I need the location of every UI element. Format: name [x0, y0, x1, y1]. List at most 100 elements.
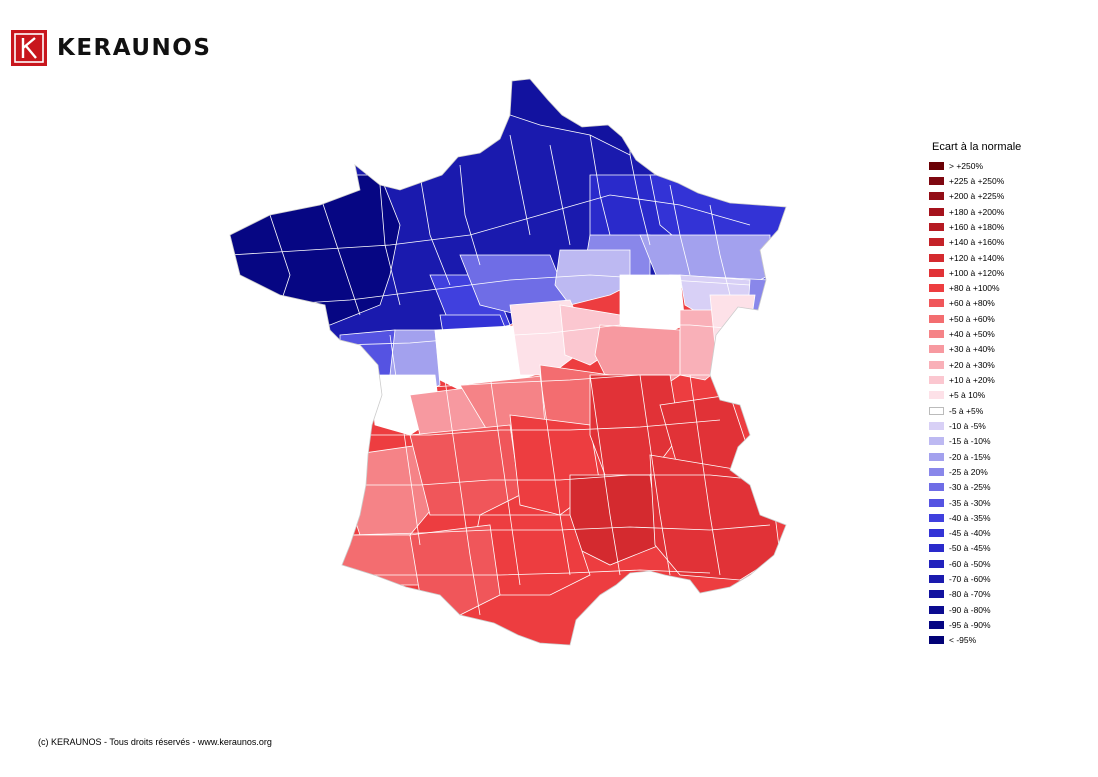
legend-swatch [929, 421, 944, 430]
legend-label: +180 à +200% [949, 206, 1005, 217]
keraunos-logo-icon [11, 30, 47, 66]
legend-label: -35 à -30% [949, 497, 991, 508]
legend-item: +160 à +180% [929, 219, 1021, 234]
legend-label: +60 à +80% [949, 298, 995, 309]
map-legend: Ecart à la normale > +250% +225 à +250% +2… [929, 141, 1021, 648]
legend-item: -30 à -25% [929, 480, 1021, 495]
legend-swatch [929, 192, 944, 201]
legend-label: -15 à -10% [949, 436, 991, 447]
legend-label: -10 à -5% [949, 420, 986, 431]
legend-item: -15 à -10% [929, 434, 1021, 449]
legend-label: -40 à -35% [949, 512, 991, 523]
legend-label: -5 à +5% [949, 405, 984, 416]
legend-item: -45 à -40% [929, 526, 1021, 541]
legend-swatch [929, 575, 944, 584]
legend-swatch [929, 452, 944, 461]
legend-label: +80 à +100% [949, 283, 1000, 294]
legend-swatch [929, 345, 944, 354]
legend-item: -80 à -70% [929, 587, 1021, 602]
legend-item: +100 à +120% [929, 265, 1021, 280]
legend-label: +50 à +60% [949, 313, 995, 324]
legend-item: +120 à +140% [929, 250, 1021, 265]
legend-swatch [929, 636, 944, 645]
legend-item: +50 à +60% [929, 311, 1021, 326]
legend-label: +40 à +50% [949, 329, 995, 340]
legend-swatch [929, 605, 944, 614]
legend-item: +40 à +50% [929, 326, 1021, 341]
legend-swatch [929, 529, 944, 538]
legend-label: +200 à +225% [949, 191, 1005, 202]
legend-label: +5 à 10% [949, 390, 986, 401]
legend-label: -20 à -15% [949, 451, 991, 462]
legend-item: +20 à +30% [929, 357, 1021, 372]
legend-label: -95 à -90% [949, 620, 991, 631]
legend-label: -45 à -40% [949, 528, 991, 539]
legend-item: -20 à -15% [929, 449, 1021, 464]
legend-swatch [929, 268, 944, 277]
legend-swatch [929, 559, 944, 568]
legend-swatch [929, 284, 944, 293]
legend-label: +100 à +120% [949, 267, 1005, 278]
legend-item: +30 à +40% [929, 342, 1021, 357]
legend-item: -50 à -45% [929, 541, 1021, 556]
legend-item: +5 à 10% [929, 388, 1021, 403]
legend-item: +225 à +250% [929, 173, 1021, 188]
legend-swatch [929, 513, 944, 522]
legend-label: < -95% [949, 635, 977, 646]
legend-item: -70 à -60% [929, 571, 1021, 586]
legend-item: +180 à +200% [929, 204, 1021, 219]
legend-item: -95 à -90% [929, 617, 1021, 632]
legend-swatch [929, 544, 944, 553]
legend-label: +20 à +30% [949, 359, 995, 370]
legend-swatch [929, 483, 944, 492]
france-anomaly-map [229, 78, 787, 646]
legend-swatch [929, 330, 944, 339]
legend-swatch [929, 360, 944, 369]
legend-swatch [929, 467, 944, 476]
legend-swatch [929, 406, 944, 415]
legend-swatch [929, 437, 944, 446]
legend-item: -5 à +5% [929, 403, 1021, 418]
legend-title: Ecart à la normale [932, 141, 1022, 153]
legend-item: -40 à -35% [929, 510, 1021, 525]
legend-item: < -95% [929, 633, 1021, 648]
legend-label: +10 à +20% [949, 375, 995, 386]
legend-label: -80 à -70% [949, 589, 991, 600]
legend-list: > +250% +225 à +250% +200 à +225% +180 à +2… [929, 158, 1021, 648]
brand-logo: KERAUNOS [11, 30, 211, 66]
legend-item: -90 à -80% [929, 602, 1021, 617]
legend-swatch [929, 376, 944, 385]
legend-item: > +250% [929, 158, 1021, 173]
legend-swatch [929, 391, 944, 400]
legend-label: +120 à +140% [949, 252, 1005, 263]
legend-item: +60 à +80% [929, 296, 1021, 311]
legend-item: -60 à -50% [929, 556, 1021, 571]
legend-swatch [929, 176, 944, 185]
legend-item: -25 à 20% [929, 464, 1021, 479]
legend-label: -25 à 20% [949, 466, 988, 477]
legend-item: -10 à -5% [929, 418, 1021, 433]
legend-label: +140 à +160% [949, 237, 1005, 248]
legend-swatch [929, 253, 944, 262]
legend-label: +225 à +250% [949, 175, 1005, 186]
legend-item: +200 à +225% [929, 189, 1021, 204]
legend-label: +30 à +40% [949, 344, 995, 355]
legend-label: -60 à -50% [949, 558, 991, 569]
legend-swatch [929, 621, 944, 630]
legend-label: +160 à +180% [949, 221, 1005, 232]
legend-item: +140 à +160% [929, 235, 1021, 250]
legend-item: +10 à +20% [929, 372, 1021, 387]
legend-swatch [929, 222, 944, 231]
legend-swatch [929, 161, 944, 170]
legend-swatch [929, 207, 944, 216]
legend-label: -90 à -80% [949, 604, 991, 615]
legend-item: -35 à -30% [929, 495, 1021, 510]
legend-swatch [929, 314, 944, 323]
copyright-footer: (c) KERAUNOS - Tous droits réservés - ww… [38, 737, 272, 747]
legend-label: -50 à -45% [949, 543, 991, 554]
legend-item: +80 à +100% [929, 281, 1021, 296]
legend-swatch [929, 238, 944, 247]
legend-swatch [929, 498, 944, 507]
brand-name: KERAUNOS [57, 35, 212, 61]
legend-swatch [929, 590, 944, 599]
